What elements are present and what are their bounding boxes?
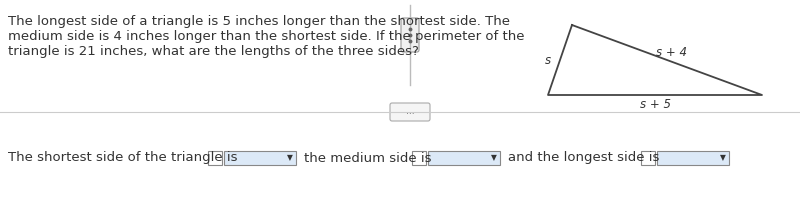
FancyBboxPatch shape bbox=[401, 18, 419, 52]
Text: ▼: ▼ bbox=[287, 154, 293, 162]
Text: ▼: ▼ bbox=[491, 154, 497, 162]
Text: ▼: ▼ bbox=[720, 154, 726, 162]
FancyBboxPatch shape bbox=[208, 151, 222, 165]
FancyBboxPatch shape bbox=[657, 151, 729, 165]
Text: The longest side of a triangle is 5 inches longer than the shortest side. The: The longest side of a triangle is 5 inch… bbox=[8, 15, 510, 28]
Text: s: s bbox=[545, 53, 551, 66]
Text: ...: ... bbox=[406, 108, 414, 116]
Text: triangle is 21 inches, what are the lengths of the three sides?: triangle is 21 inches, what are the leng… bbox=[8, 45, 419, 58]
FancyBboxPatch shape bbox=[428, 151, 500, 165]
FancyBboxPatch shape bbox=[224, 151, 296, 165]
FancyBboxPatch shape bbox=[390, 103, 430, 121]
Text: s + 5: s + 5 bbox=[639, 98, 670, 112]
Text: The shortest side of the triangle is: The shortest side of the triangle is bbox=[8, 152, 238, 164]
FancyBboxPatch shape bbox=[412, 151, 426, 165]
Text: the medium side is: the medium side is bbox=[304, 152, 431, 164]
Text: s + 4: s + 4 bbox=[657, 46, 687, 58]
FancyBboxPatch shape bbox=[641, 151, 655, 165]
Text: and the longest side is: and the longest side is bbox=[508, 152, 659, 164]
Text: medium side is 4 inches longer than the shortest side. If the perimeter of the: medium side is 4 inches longer than the … bbox=[8, 30, 525, 43]
